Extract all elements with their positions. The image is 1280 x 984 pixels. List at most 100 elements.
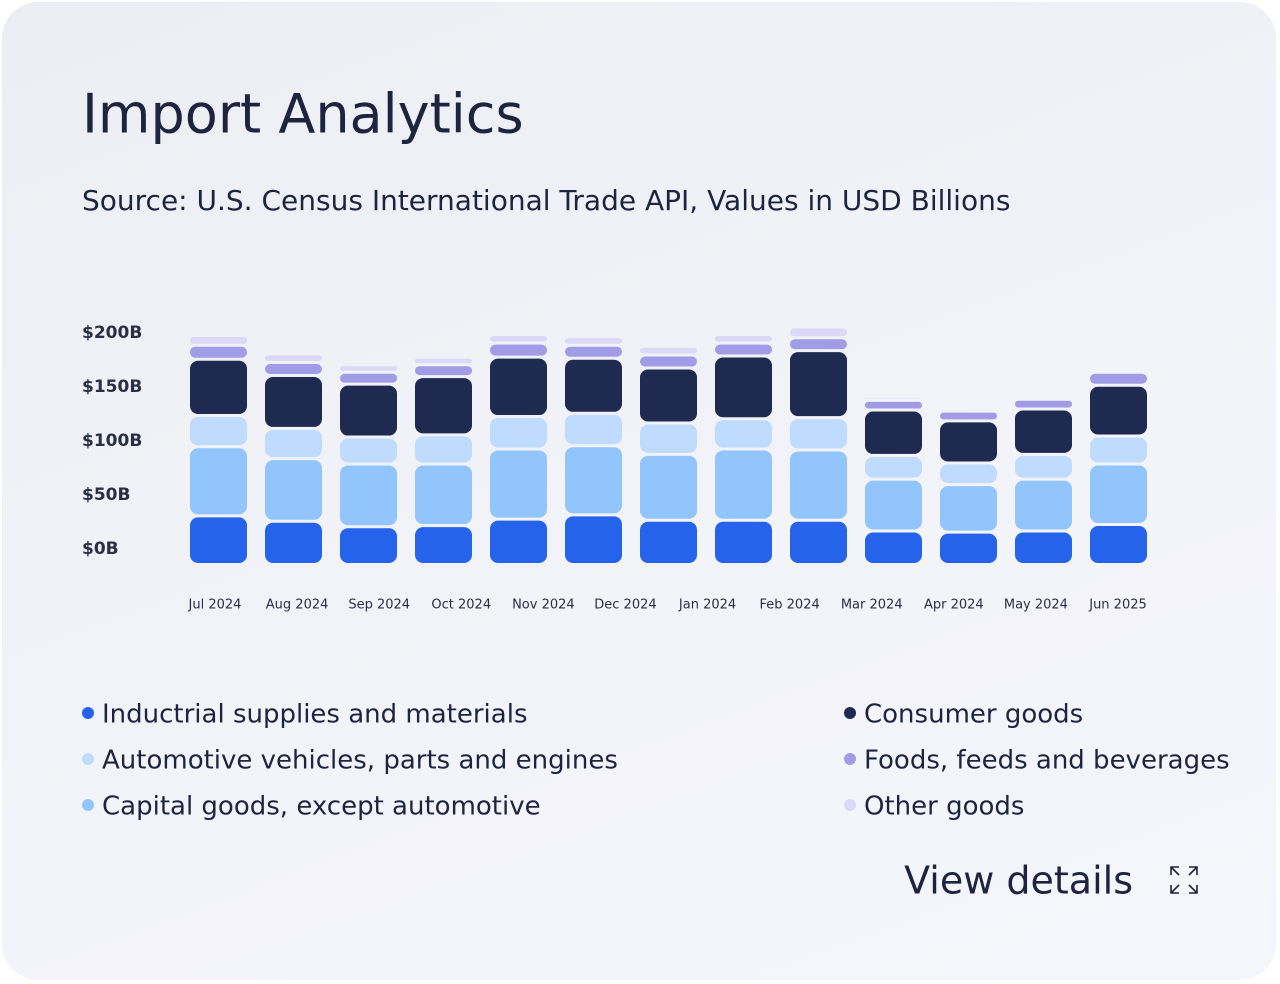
- bar-segment: [340, 373, 397, 383]
- bar-segment: [1015, 532, 1072, 563]
- legend-swatch: [844, 707, 856, 719]
- bar-segment: [640, 455, 697, 519]
- legend-swatch: [844, 753, 856, 765]
- y-tick-label: $100B: [82, 431, 142, 451]
- bar-segment: [565, 338, 622, 344]
- bar-segment: [340, 465, 397, 526]
- bar-segment: [715, 450, 772, 519]
- bar-segment: [790, 521, 847, 563]
- bar-segment: [1090, 386, 1147, 435]
- x-tick-label: Jun 2025: [1088, 598, 1147, 613]
- bar-segment: [490, 344, 547, 356]
- legend-label: Capital goods, except automotive: [102, 792, 541, 822]
- y-tick-label: $0B: [82, 539, 119, 559]
- bar-segment: [1090, 526, 1147, 563]
- bar-segment: [565, 516, 622, 563]
- expand-icon[interactable]: [1170, 866, 1198, 894]
- bar-segment: [565, 359, 622, 412]
- bar-segment: [340, 366, 397, 371]
- bar-segment: [415, 378, 472, 434]
- view-details-link[interactable]: View details: [904, 859, 1133, 903]
- bar-segment: [190, 337, 247, 344]
- bar-segment: [265, 460, 322, 520]
- bar-segment: [640, 521, 697, 563]
- bar-segment: [190, 360, 247, 414]
- bar-segment: [940, 486, 997, 531]
- bar-segment: [790, 339, 847, 350]
- bar-segment: [565, 346, 622, 357]
- bar-segment: [415, 527, 472, 563]
- bar-segment: [715, 357, 772, 418]
- bar-segment: [640, 424, 697, 453]
- bar-segment: [865, 532, 922, 563]
- x-tick-label: Apr 2024: [924, 598, 984, 613]
- bar-segment: [1015, 400, 1072, 408]
- legend-label: Inductrial supplies and materials: [102, 700, 527, 730]
- x-tick-label: Feb 2024: [760, 598, 820, 613]
- bar-segment: [865, 480, 922, 530]
- legend-swatch: [844, 799, 856, 811]
- bar-segment: [940, 533, 997, 563]
- bar-segment: [265, 364, 322, 374]
- bar-segment: [865, 411, 922, 454]
- bar-segment: [640, 369, 697, 422]
- title: Import Analytics: [82, 83, 524, 146]
- bar-segment: [190, 448, 247, 515]
- bar-segment: [865, 401, 922, 409]
- bar-segment: [715, 335, 772, 342]
- subtitle: Source: U.S. Census International Trade …: [82, 184, 1010, 217]
- x-tick-label: Jan 2024: [678, 598, 736, 613]
- bar-segment: [715, 521, 772, 563]
- legend-swatch: [82, 707, 94, 719]
- bar-segment: [340, 438, 397, 463]
- bar-segment: [790, 352, 847, 417]
- bar-segment: [640, 347, 697, 354]
- bar-segment: [1015, 410, 1072, 453]
- bar-segment: [715, 420, 772, 448]
- bar-segment: [490, 418, 547, 448]
- bar-segment: [490, 335, 547, 342]
- bar-segment: [790, 451, 847, 519]
- bar-segment: [265, 522, 322, 563]
- bar-segment: [490, 450, 547, 518]
- legend-swatch: [82, 799, 94, 811]
- y-tick-label: $200B: [82, 323, 142, 343]
- x-tick-label: Aug 2024: [266, 598, 329, 613]
- bar-segment: [1090, 437, 1147, 463]
- bar-segment: [190, 517, 247, 563]
- x-tick-label: May 2024: [1004, 598, 1068, 613]
- x-tick-label: Nov 2024: [512, 598, 575, 613]
- x-tick-label: Dec 2024: [594, 598, 656, 613]
- legend-label: Foods, feeds and beverages: [864, 746, 1230, 776]
- bar-segment: [565, 447, 622, 514]
- view-details[interactable]: View details: [904, 859, 1198, 903]
- bar-segment: [1090, 373, 1147, 384]
- bar-segment: [790, 419, 847, 449]
- y-tick-label: $150B: [82, 377, 142, 397]
- bar-segment: [1015, 455, 1072, 478]
- legend-swatch: [82, 753, 94, 765]
- bar-segment: [415, 436, 472, 463]
- bar-segment: [1090, 465, 1147, 524]
- bar-segment: [490, 358, 547, 416]
- bar-segment: [265, 355, 322, 362]
- x-tick-label: Oct 2024: [431, 598, 491, 613]
- bar-segment: [865, 456, 922, 478]
- x-tick-label: Mar 2024: [841, 598, 903, 613]
- y-tick-label: $50B: [82, 485, 130, 505]
- x-tick-label: Jul 2024: [188, 598, 242, 613]
- bar-segment: [940, 464, 997, 484]
- legend-label: Consumer goods: [864, 700, 1083, 730]
- legend-label: Other goods: [864, 792, 1024, 822]
- bar-segment: [640, 356, 697, 367]
- bar-segment: [715, 344, 772, 355]
- bar-segment: [940, 412, 997, 420]
- bar-segment: [415, 358, 472, 364]
- bar-segment: [940, 422, 997, 462]
- bar-segment: [340, 385, 397, 436]
- bar-segment: [190, 346, 247, 358]
- bar-segment: [1015, 480, 1072, 530]
- bar-segment: [340, 528, 397, 563]
- bar-segment: [790, 328, 847, 337]
- x-tick-label: Sep 2024: [348, 598, 410, 613]
